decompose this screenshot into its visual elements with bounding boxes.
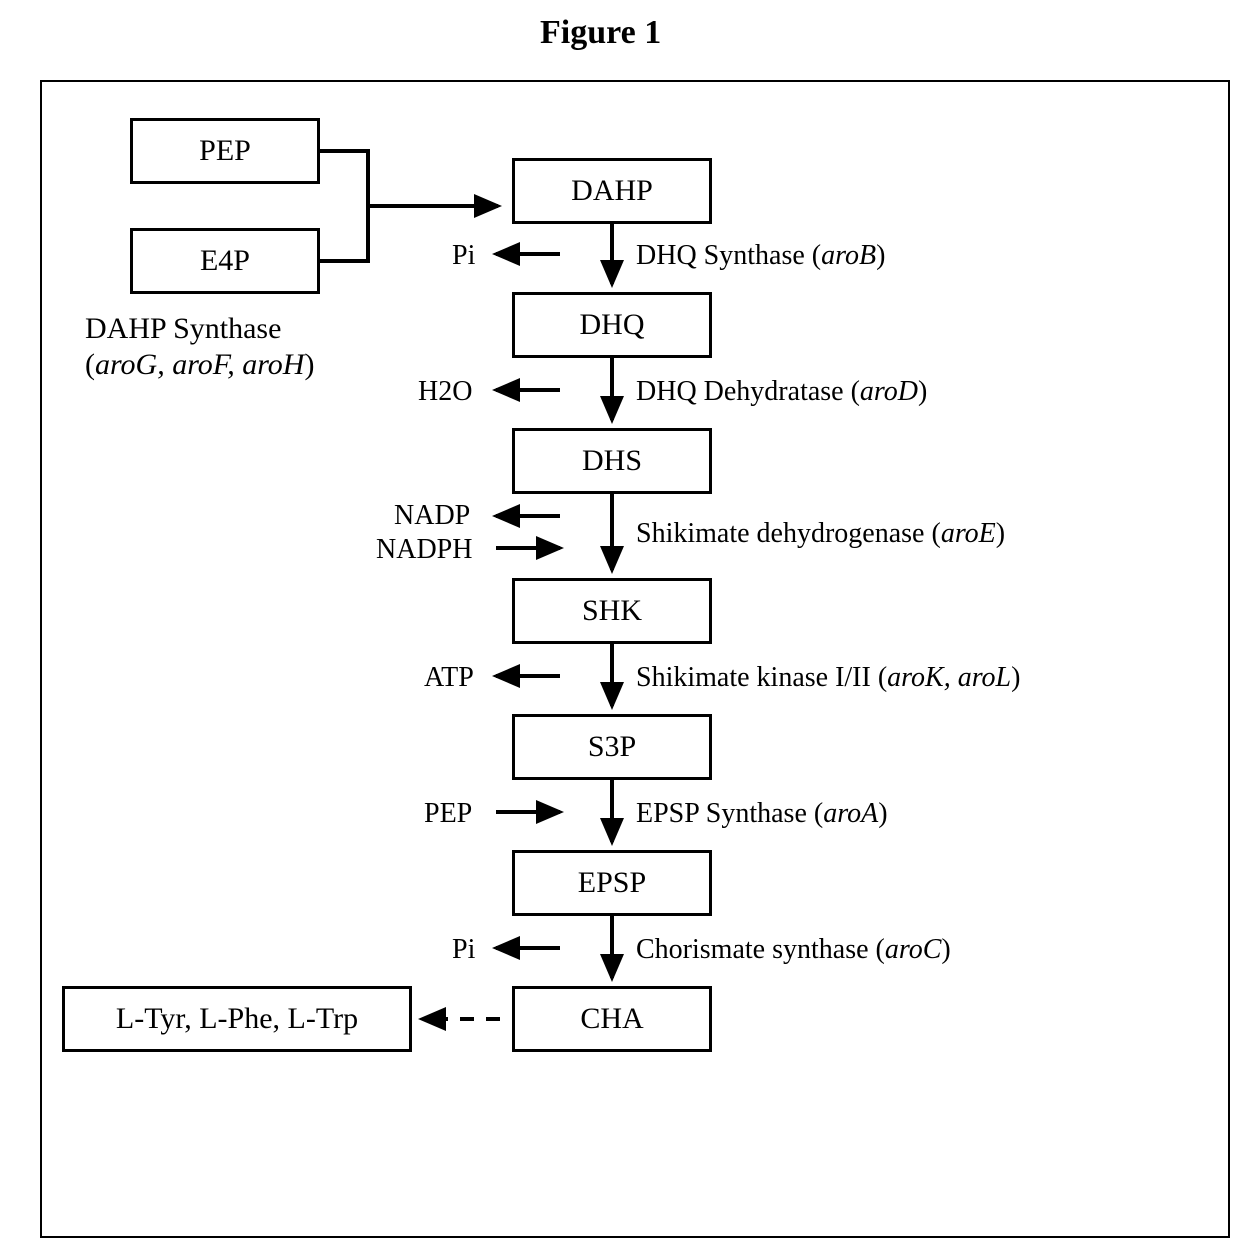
label-dahp-synthase-2: (aroG, aroF, aroH) xyxy=(85,348,314,382)
label-pi1: Pi xyxy=(452,240,475,272)
node-cha: CHA xyxy=(512,986,712,1052)
node-e4p: E4P xyxy=(130,228,320,294)
node-final: L-Tyr, L-Phe, L-Trp xyxy=(62,986,412,1052)
node-s3p: S3P xyxy=(512,714,712,780)
label-shk-dh: Shikimate dehydrogenase (aroE) xyxy=(636,518,1005,550)
label-epsp-synthase: EPSP Synthase (aroA) xyxy=(636,798,888,830)
label-pi2: Pi xyxy=(452,934,475,966)
label-pep2: PEP xyxy=(424,798,472,830)
label-dahp-synthase-1: DAHP Synthase xyxy=(85,312,281,346)
label-dhq-synthase: DHQ Synthase (aroB) xyxy=(636,240,885,272)
node-pep: PEP xyxy=(130,118,320,184)
figure-page: Figure 1 PEPE4PDAHPDHQDHSSHKS3PEPSPCHAL-… xyxy=(0,0,1240,1247)
node-shk: SHK xyxy=(512,578,712,644)
node-dahp: DAHP xyxy=(512,158,712,224)
label-atp: ATP xyxy=(424,662,474,694)
label-h2o: H2O xyxy=(418,376,472,408)
label-cho-synthase: Chorismate synthase (aroC) xyxy=(636,934,951,966)
label-dhq-dehydratase: DHQ Dehydratase (aroD) xyxy=(636,376,927,408)
label-nadp: NADP xyxy=(394,500,470,532)
node-epsp: EPSP xyxy=(512,850,712,916)
label-nadph: NADPH xyxy=(376,534,472,566)
label-shk-kinase: Shikimate kinase I/II (aroK, aroL) xyxy=(636,662,1020,694)
node-dhq: DHQ xyxy=(512,292,712,358)
node-dhs: DHS xyxy=(512,428,712,494)
